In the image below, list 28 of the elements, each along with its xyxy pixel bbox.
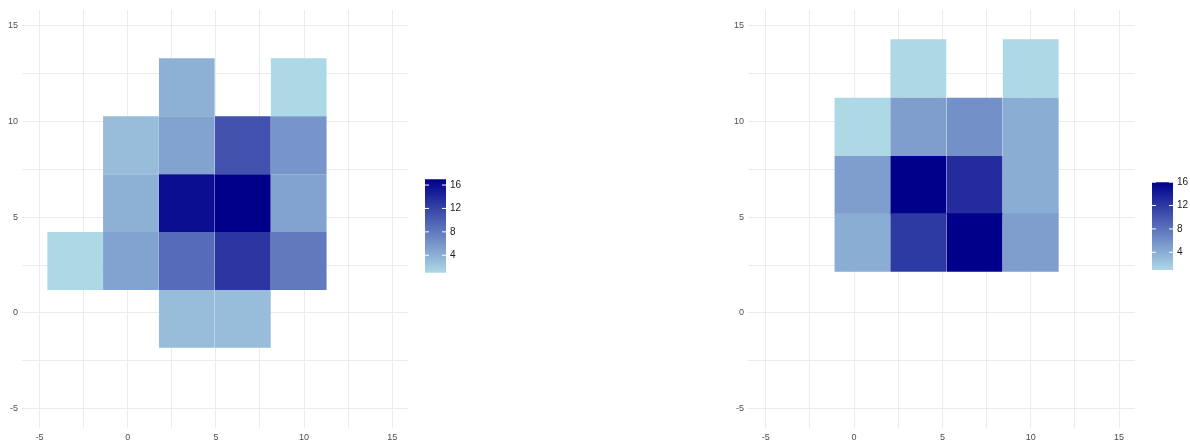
- x-tick-label: 15: [1114, 431, 1125, 442]
- x-tick-label: 15: [387, 431, 398, 442]
- y-tick-label: 10: [733, 115, 744, 126]
- y-tick-label: 5: [12, 211, 18, 222]
- color-bar-label: 4: [1177, 246, 1183, 258]
- color-bar-label: 4: [450, 249, 456, 260]
- y-tick-label: 15: [7, 19, 18, 30]
- x-tick-label: -5: [35, 431, 44, 442]
- y-tick-label: 10: [7, 115, 18, 126]
- x-tick-label: -5: [761, 431, 770, 442]
- color-bar-label: 8: [450, 225, 456, 237]
- color-bar-label: 12: [450, 202, 462, 214]
- x-tick-label: 5: [213, 431, 219, 442]
- color-bar-label: 8: [1177, 222, 1183, 234]
- y-tick-label: 0: [12, 307, 18, 318]
- x-tick-label: 0: [851, 431, 857, 442]
- y-tick-label: 5: [738, 211, 744, 222]
- x-tick-label: 0: [125, 431, 131, 442]
- color-bar-label: 16: [450, 178, 462, 190]
- y-tick-label: -5: [9, 403, 18, 414]
- color-bar-label: 12: [1177, 199, 1189, 211]
- y-tick-label: 0: [738, 307, 744, 318]
- x-tick-label: 10: [299, 431, 310, 442]
- x-tick-label: 5: [939, 431, 945, 442]
- y-tick-label: -5: [735, 403, 744, 414]
- y-tick-label: 15: [733, 19, 744, 30]
- x-tick-label: 10: [1025, 431, 1036, 442]
- color-bar-label: 16: [1177, 175, 1189, 187]
